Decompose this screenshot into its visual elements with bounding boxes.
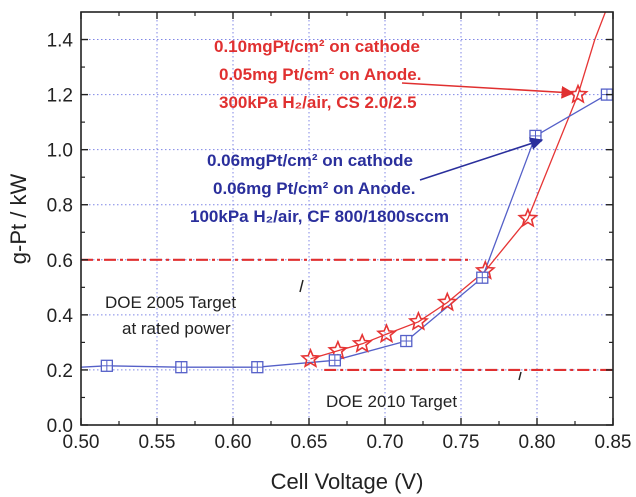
series-point-square [251, 361, 264, 374]
x-tick-label: 0.50 [63, 432, 100, 453]
series-point-square [328, 354, 341, 367]
reference-lines [81, 258, 613, 372]
grid [81, 12, 613, 425]
x-tick-label: 0.60 [215, 432, 252, 453]
annotation-red-line1: 0.10mgPt/cm² on cathode [214, 37, 420, 56]
x-axis-title: Cell Voltage (V) [271, 469, 424, 494]
y-tick-label: 0.0 [47, 416, 73, 437]
tick-mark-2005 [299, 279, 304, 293]
series-point-square [100, 359, 113, 372]
series-point-star [436, 291, 458, 312]
series-point-star [517, 207, 539, 228]
annotation-blue-line1: 0.06mgPt/cm² on cathode [207, 151, 413, 170]
series-point-star [376, 322, 398, 344]
y-tick-label: 0.2 [47, 361, 73, 382]
annotation-red: 0.10mgPt/cm² on cathode 0.05mg Pt/cm² on… [214, 37, 421, 112]
annotation-blue-line3: 100kPa H₂/air, CF 800/1800sccm [190, 207, 449, 226]
y-tick-label: 1.0 [47, 141, 73, 162]
target-2005-line1: DOE 2005 Target [105, 293, 236, 312]
annotation-red-line3: 300kPa H₂/air, CS 2.0/2.5 [219, 93, 417, 112]
y-tick-label: 0.6 [47, 251, 73, 272]
x-tick-label: 0.70 [367, 432, 404, 453]
series-point-square [529, 129, 542, 143]
annotation-red-line2: 0.05mg Pt/cm² on Anode. [219, 65, 421, 84]
y-tick-label: 0.4 [47, 306, 74, 327]
x-tick-label: 0.75 [443, 432, 480, 453]
series-point-square [175, 361, 188, 374]
arrow-red [401, 82, 575, 99]
annotation-blue: 0.06mgPt/cm² on cathode 0.06mg Pt/cm² on… [190, 151, 449, 226]
series-point-square [400, 334, 413, 348]
series-point-square [476, 271, 489, 284]
y-tick-label: 0.8 [47, 196, 73, 217]
series-line-0 [310, 12, 607, 360]
y-axis-title: g-Pt / kW [6, 174, 31, 265]
tick-mark-2010 [518, 371, 522, 381]
target-2010-line1: DOE 2010 Target [326, 392, 457, 411]
series-point-star [351, 332, 373, 353]
target-2005-line2: at rated power [122, 319, 231, 338]
arrow-blue [419, 137, 544, 181]
x-tick-label: 0.85 [595, 432, 632, 453]
tick-layer: 0.50 0.55 0.60 0.65 0.70 0.75 0.80 0.85 0.0 0.2 0.… [47, 12, 632, 453]
y-tick-label: 1.2 [47, 86, 73, 107]
x-tick-label: 0.55 [139, 432, 176, 453]
y-tick-label: 1.4 [47, 31, 74, 52]
series-point-star [407, 310, 430, 331]
annotation-blue-line2: 0.06mg Pt/cm² on Anode. [213, 179, 415, 198]
markers-layer [100, 83, 614, 374]
series-point-star [300, 347, 322, 368]
x-tick-label: 0.65 [291, 432, 328, 453]
x-tick-label: 0.80 [519, 432, 556, 453]
